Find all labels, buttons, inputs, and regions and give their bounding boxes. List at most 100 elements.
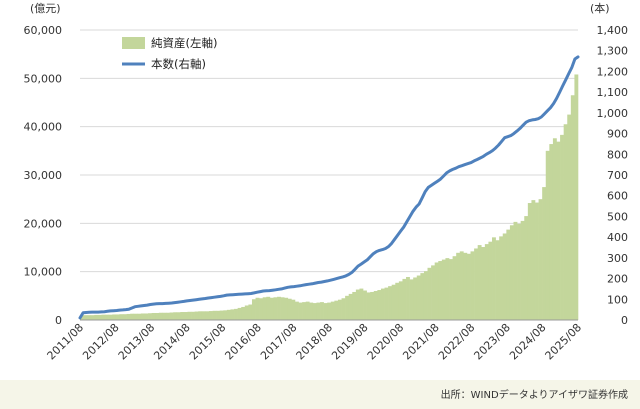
bar <box>226 309 231 320</box>
bar <box>524 216 529 320</box>
right-tick-label: 400 <box>607 231 628 244</box>
bar <box>208 311 213 320</box>
bar <box>83 315 88 320</box>
bar <box>420 273 425 320</box>
bar <box>398 281 403 320</box>
bar <box>549 144 554 320</box>
bar <box>574 74 579 320</box>
right-tick-label: 200 <box>607 273 628 286</box>
bar <box>348 293 353 320</box>
bar <box>180 312 185 320</box>
bar <box>280 297 285 320</box>
bar <box>395 282 400 320</box>
bar <box>456 252 461 320</box>
left-tick-label: 30,000 <box>24 169 63 182</box>
bar <box>481 247 486 320</box>
bar <box>427 267 432 320</box>
bar <box>97 314 102 320</box>
bar <box>158 312 163 320</box>
bar <box>241 306 246 320</box>
bar <box>105 314 109 320</box>
left-tick-label: 10,000 <box>24 266 63 279</box>
bar <box>434 262 439 320</box>
bar <box>284 297 289 320</box>
bar <box>513 221 518 320</box>
bar <box>459 251 464 320</box>
bar <box>291 299 296 320</box>
bar <box>194 311 199 320</box>
x-tick-label: 2012/08 <box>80 321 122 363</box>
bar <box>388 286 392 320</box>
line-series-fund-count <box>78 55 580 320</box>
right-tick-label: 800 <box>607 148 628 161</box>
bar <box>499 236 504 320</box>
x-tick-label: 2023/08 <box>471 321 513 363</box>
bar <box>517 223 521 320</box>
bar <box>112 314 117 320</box>
bar <box>94 314 99 320</box>
x-tick-label: 2021/08 <box>400 321 442 363</box>
bar <box>87 315 92 320</box>
x-tick-label: 2025/08 <box>543 321 585 363</box>
bar <box>234 308 238 320</box>
bar <box>502 233 507 320</box>
bar <box>370 291 375 320</box>
left-axis-unit: (億元) <box>30 2 61 15</box>
bar <box>449 259 453 320</box>
bar <box>205 311 210 320</box>
bar <box>416 275 421 320</box>
source-note: 出所：WINDデータよりアイザワ証券作成 <box>441 388 628 401</box>
bar <box>477 245 482 320</box>
bar <box>201 311 206 320</box>
bar <box>531 200 536 320</box>
right-tick-label: 300 <box>607 252 628 265</box>
bar <box>155 312 160 320</box>
bar <box>334 300 339 320</box>
bar <box>423 271 428 320</box>
bar <box>137 313 142 320</box>
bar <box>219 310 224 320</box>
bar <box>273 297 278 320</box>
bar <box>212 310 217 320</box>
bar <box>287 298 292 320</box>
gridlines <box>80 29 578 273</box>
bar <box>556 141 561 320</box>
bar <box>130 313 135 320</box>
bar <box>255 297 260 320</box>
left-tick-label: 0 <box>55 314 62 327</box>
bar <box>90 315 95 320</box>
bar <box>413 277 418 320</box>
x-tick-label: 2020/08 <box>365 321 407 363</box>
bar <box>115 314 120 320</box>
bar <box>552 138 557 320</box>
right-tick-label: 1,300 <box>597 45 629 58</box>
x-tick-label: 2022/08 <box>436 321 478 363</box>
bar <box>345 295 350 320</box>
bar <box>452 256 457 320</box>
bar <box>169 312 174 320</box>
bar <box>151 312 156 320</box>
right-tick-label: 0 <box>621 314 628 327</box>
bar <box>384 287 389 320</box>
bar <box>352 291 357 320</box>
bar <box>266 296 271 320</box>
bar <box>305 301 310 320</box>
bar <box>506 229 511 320</box>
bar <box>294 301 299 320</box>
bar <box>466 253 471 320</box>
bar <box>133 313 138 320</box>
bar <box>363 290 367 320</box>
bar <box>488 241 493 320</box>
x-tick-label: 2014/08 <box>151 321 193 363</box>
bar <box>359 288 364 320</box>
bar <box>277 296 281 320</box>
bar <box>441 259 446 320</box>
bar <box>409 279 414 320</box>
bar <box>237 307 242 320</box>
bar <box>119 314 124 320</box>
bar <box>302 302 307 320</box>
bar <box>341 298 346 320</box>
bar <box>330 301 335 320</box>
